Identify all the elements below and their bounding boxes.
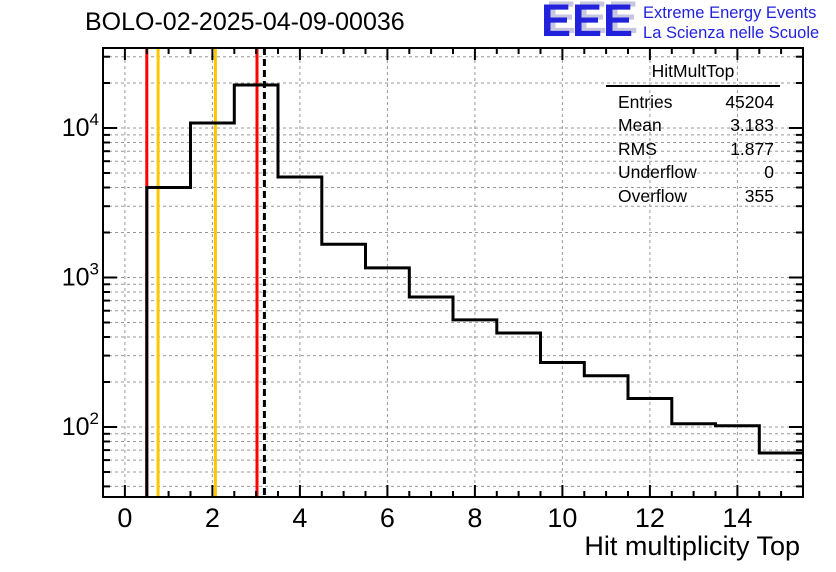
y-tick-label: 104 — [62, 110, 99, 142]
stats-label: Mean — [618, 115, 662, 136]
stats-row-rms: RMS 1.877 — [606, 138, 780, 161]
stats-row-entries: Entries 45204 — [606, 91, 780, 114]
eee-logo: EEE Extreme Energy Events La Scienza nel… — [541, 0, 819, 46]
plot-title: BOLO-02-2025-04-09-00036 — [85, 8, 405, 36]
stats-label: Overflow — [618, 185, 688, 206]
y-tick-label: 102 — [62, 409, 99, 441]
x-tick-label: 0 — [117, 503, 132, 533]
stats-label: Entries — [618, 92, 673, 112]
x-tick-label: 14 — [722, 503, 752, 533]
stats-row-mean: Mean 3.183 — [606, 114, 780, 137]
stats-row-underflow: Underflow 0 — [606, 161, 780, 184]
x-tick-label: 12 — [635, 503, 665, 533]
stats-label: RMS — [618, 138, 657, 159]
stats-box-title: HitMultTop — [606, 61, 780, 87]
eee-logo-line1: Extreme Energy Events — [643, 4, 817, 22]
stats-value: 0 — [764, 162, 774, 183]
stats-value: 3.183 — [730, 115, 774, 136]
stats-label: Underflow — [618, 162, 697, 183]
eee-logo-text: Extreme Energy Events La Scienza nelle S… — [643, 1, 819, 43]
histogram-line — [145, 83, 803, 497]
x-tick-label: 8 — [467, 503, 482, 533]
x-axis-title: Hit multiplicity Top — [584, 531, 800, 561]
y-tick-label: 103 — [62, 260, 99, 292]
stats-box-rows: Entries 45204 Mean 3.183 RMS 1.877 Under… — [606, 87, 780, 208]
x-tick-label: 10 — [547, 503, 577, 533]
eee-logo-acronym: EEE — [541, 0, 635, 46]
x-tick-label: 4 — [292, 503, 307, 533]
stats-value: 1.877 — [730, 138, 774, 159]
x-tick-label: 6 — [380, 503, 395, 533]
stats-value: 355 — [744, 185, 774, 206]
axis-ticks — [103, 48, 803, 497]
stats-box: HitMultTop Entries 45204 Mean 3.183 RMS … — [606, 61, 780, 208]
x-tick-label: 2 — [205, 503, 220, 533]
stats-value: 45204 — [725, 92, 774, 112]
stats-row-overflow: Overflow 355 — [606, 185, 780, 208]
eee-logo-line2: La Scienza nelle Scuole — [643, 24, 820, 42]
